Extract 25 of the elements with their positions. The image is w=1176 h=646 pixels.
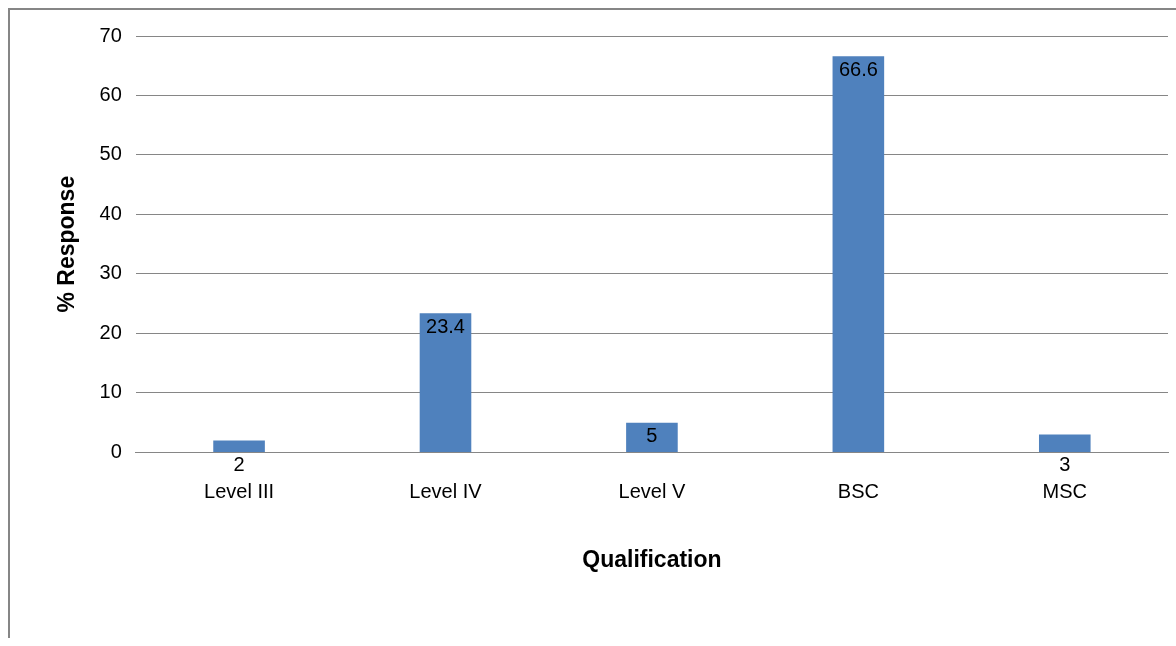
x-tick-label: BSC [837,479,879,502]
y-tick-label: 0 [110,439,122,462]
y-tick-label: 50 [99,142,122,165]
x-axis-title: Qualification [582,545,722,572]
data-label: 3 [1059,453,1071,476]
y-axis-title: % Response [53,175,80,313]
y-tick-label: 30 [99,261,122,284]
x-tick-label: Level IV [409,479,483,502]
bar [1038,434,1091,452]
y-tick-label: 40 [99,201,122,224]
x-tick-label: Level III [204,479,275,502]
bar [626,422,678,452]
y-tick-label: 70 [99,23,122,46]
y-tick-label: 20 [99,320,122,343]
y-tick-label: 10 [99,380,122,403]
data-label: 66.6 [838,57,878,80]
data-label: 5 [646,424,658,447]
data-label: 23.4 [426,314,465,337]
x-tick-label: Level V [618,479,686,502]
bar [832,56,885,452]
x-tick-label: MSC [1042,479,1088,502]
bar [213,440,265,452]
data-label: 2 [233,453,245,476]
y-tick-label: 60 [99,83,122,105]
bar [419,313,472,452]
